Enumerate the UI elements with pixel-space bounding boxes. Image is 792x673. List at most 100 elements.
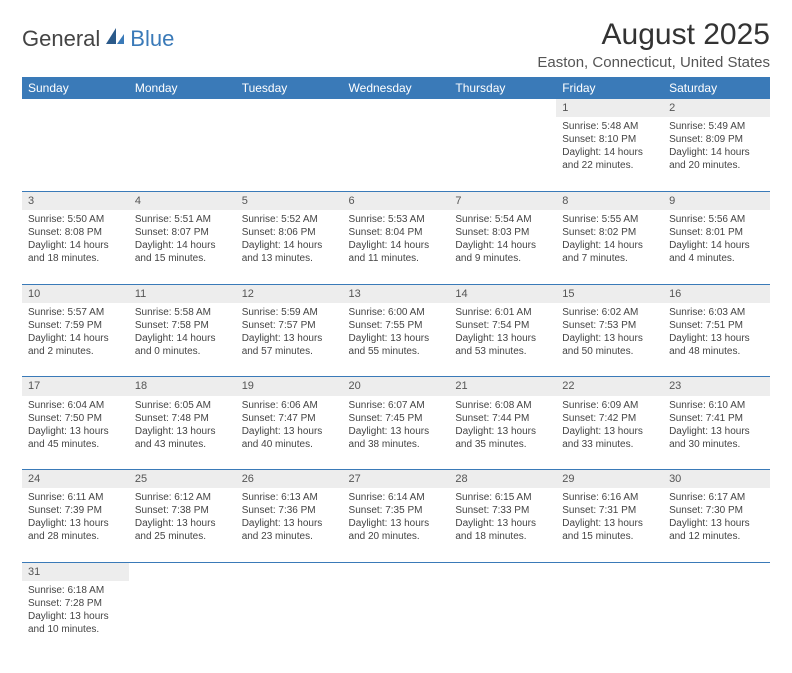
day-number-cell: 4: [129, 191, 236, 210]
daylight-text: Daylight: 13 hours and 33 minutes.: [562, 425, 657, 451]
sunset-text: Sunset: 7:54 PM: [455, 319, 550, 332]
day-number-row: 12: [22, 99, 770, 117]
day-cell: Sunrise: 5:54 AMSunset: 8:03 PMDaylight:…: [449, 210, 556, 284]
logo-text-general: General: [22, 26, 100, 52]
day-cell: Sunrise: 6:18 AMSunset: 7:28 PMDaylight:…: [22, 581, 129, 655]
day-number-cell: 25: [129, 470, 236, 489]
day-number-cell: 2: [663, 99, 770, 117]
sunset-text: Sunset: 7:45 PM: [349, 412, 444, 425]
daylight-text: Daylight: 14 hours and 13 minutes.: [242, 239, 337, 265]
sunrise-text: Sunrise: 6:06 AM: [242, 399, 337, 412]
day-number-cell: 8: [556, 191, 663, 210]
day-cell: Sunrise: 6:05 AMSunset: 7:48 PMDaylight:…: [129, 396, 236, 470]
day-content-row: Sunrise: 5:48 AMSunset: 8:10 PMDaylight:…: [22, 117, 770, 191]
sunrise-text: Sunrise: 6:13 AM: [242, 491, 337, 504]
day-cell: Sunrise: 5:58 AMSunset: 7:58 PMDaylight:…: [129, 303, 236, 377]
day-cell: Sunrise: 6:17 AMSunset: 7:30 PMDaylight:…: [663, 488, 770, 562]
day-number-cell: 20: [343, 377, 450, 396]
day-cell: [556, 581, 663, 655]
sunrise-text: Sunrise: 6:12 AM: [135, 491, 230, 504]
day-number-cell: [129, 99, 236, 117]
day-cell: [129, 117, 236, 191]
day-number-cell: 28: [449, 470, 556, 489]
sunset-text: Sunset: 7:55 PM: [349, 319, 444, 332]
sunset-text: Sunset: 8:08 PM: [28, 226, 123, 239]
daylight-text: Daylight: 14 hours and 22 minutes.: [562, 146, 657, 172]
day-number-cell: 12: [236, 284, 343, 303]
day-number-cell: 7: [449, 191, 556, 210]
day-cell: Sunrise: 5:55 AMSunset: 8:02 PMDaylight:…: [556, 210, 663, 284]
sunset-text: Sunset: 7:39 PM: [28, 504, 123, 517]
sunrise-text: Sunrise: 6:14 AM: [349, 491, 444, 504]
day-cell: Sunrise: 5:51 AMSunset: 8:07 PMDaylight:…: [129, 210, 236, 284]
day-number-cell: [343, 99, 450, 117]
day-cell: [663, 581, 770, 655]
sunrise-text: Sunrise: 5:56 AM: [669, 213, 764, 226]
day-cell: Sunrise: 6:07 AMSunset: 7:45 PMDaylight:…: [343, 396, 450, 470]
sunrise-text: Sunrise: 5:53 AM: [349, 213, 444, 226]
day-cell: Sunrise: 5:56 AMSunset: 8:01 PMDaylight:…: [663, 210, 770, 284]
sunrise-text: Sunrise: 5:52 AM: [242, 213, 337, 226]
daylight-text: Daylight: 13 hours and 23 minutes.: [242, 517, 337, 543]
sunset-text: Sunset: 7:50 PM: [28, 412, 123, 425]
sunrise-text: Sunrise: 5:49 AM: [669, 120, 764, 133]
daylight-text: Daylight: 13 hours and 40 minutes.: [242, 425, 337, 451]
day-number-cell: 17: [22, 377, 129, 396]
sunset-text: Sunset: 8:04 PM: [349, 226, 444, 239]
sunset-text: Sunset: 8:09 PM: [669, 133, 764, 146]
daylight-text: Daylight: 14 hours and 9 minutes.: [455, 239, 550, 265]
day-cell: Sunrise: 6:10 AMSunset: 7:41 PMDaylight:…: [663, 396, 770, 470]
day-content-row: Sunrise: 6:18 AMSunset: 7:28 PMDaylight:…: [22, 581, 770, 655]
day-number-cell: 1: [556, 99, 663, 117]
day-number-cell: [449, 99, 556, 117]
sunset-text: Sunset: 7:47 PM: [242, 412, 337, 425]
sunrise-text: Sunrise: 6:18 AM: [28, 584, 123, 597]
sunrise-text: Sunrise: 5:57 AM: [28, 306, 123, 319]
day-number-cell: [343, 562, 450, 581]
sunrise-text: Sunrise: 5:48 AM: [562, 120, 657, 133]
sunset-text: Sunset: 8:03 PM: [455, 226, 550, 239]
sunrise-text: Sunrise: 6:11 AM: [28, 491, 123, 504]
sunset-text: Sunset: 7:33 PM: [455, 504, 550, 517]
sunset-text: Sunset: 8:07 PM: [135, 226, 230, 239]
day-number-cell: 6: [343, 191, 450, 210]
sunrise-text: Sunrise: 6:15 AM: [455, 491, 550, 504]
weekday-header: Saturday: [663, 77, 770, 99]
sunset-text: Sunset: 7:28 PM: [28, 597, 123, 610]
day-number-cell: 29: [556, 470, 663, 489]
day-number-cell: 23: [663, 377, 770, 396]
sunrise-text: Sunrise: 6:00 AM: [349, 306, 444, 319]
day-cell: Sunrise: 6:12 AMSunset: 7:38 PMDaylight:…: [129, 488, 236, 562]
daylight-text: Daylight: 14 hours and 11 minutes.: [349, 239, 444, 265]
daylight-text: Daylight: 13 hours and 25 minutes.: [135, 517, 230, 543]
day-number-cell: [449, 562, 556, 581]
day-number-cell: [236, 562, 343, 581]
daylight-text: Daylight: 13 hours and 30 minutes.: [669, 425, 764, 451]
day-content-row: Sunrise: 5:50 AMSunset: 8:08 PMDaylight:…: [22, 210, 770, 284]
day-number-cell: [129, 562, 236, 581]
sunset-text: Sunset: 8:02 PM: [562, 226, 657, 239]
day-number-cell: [236, 99, 343, 117]
daylight-text: Daylight: 13 hours and 57 minutes.: [242, 332, 337, 358]
sunset-text: Sunset: 8:01 PM: [669, 226, 764, 239]
day-number-cell: 22: [556, 377, 663, 396]
day-cell: Sunrise: 5:59 AMSunset: 7:57 PMDaylight:…: [236, 303, 343, 377]
sunset-text: Sunset: 7:36 PM: [242, 504, 337, 517]
day-number-cell: [663, 562, 770, 581]
day-number-cell: 3: [22, 191, 129, 210]
sunset-text: Sunset: 7:53 PM: [562, 319, 657, 332]
daylight-text: Daylight: 13 hours and 28 minutes.: [28, 517, 123, 543]
weekday-header-row: SundayMondayTuesdayWednesdayThursdayFrid…: [22, 77, 770, 99]
logo: General Blue: [22, 18, 174, 52]
logo-sail-icon: [104, 26, 126, 52]
day-cell: Sunrise: 6:03 AMSunset: 7:51 PMDaylight:…: [663, 303, 770, 377]
weekday-header: Sunday: [22, 77, 129, 99]
sunrise-text: Sunrise: 6:05 AM: [135, 399, 230, 412]
weekday-header: Friday: [556, 77, 663, 99]
sunrise-text: Sunrise: 6:03 AM: [669, 306, 764, 319]
day-cell: Sunrise: 6:13 AMSunset: 7:36 PMDaylight:…: [236, 488, 343, 562]
day-cell: Sunrise: 5:52 AMSunset: 8:06 PMDaylight:…: [236, 210, 343, 284]
sunrise-text: Sunrise: 6:09 AM: [562, 399, 657, 412]
day-cell: Sunrise: 6:01 AMSunset: 7:54 PMDaylight:…: [449, 303, 556, 377]
sunrise-text: Sunrise: 5:58 AM: [135, 306, 230, 319]
